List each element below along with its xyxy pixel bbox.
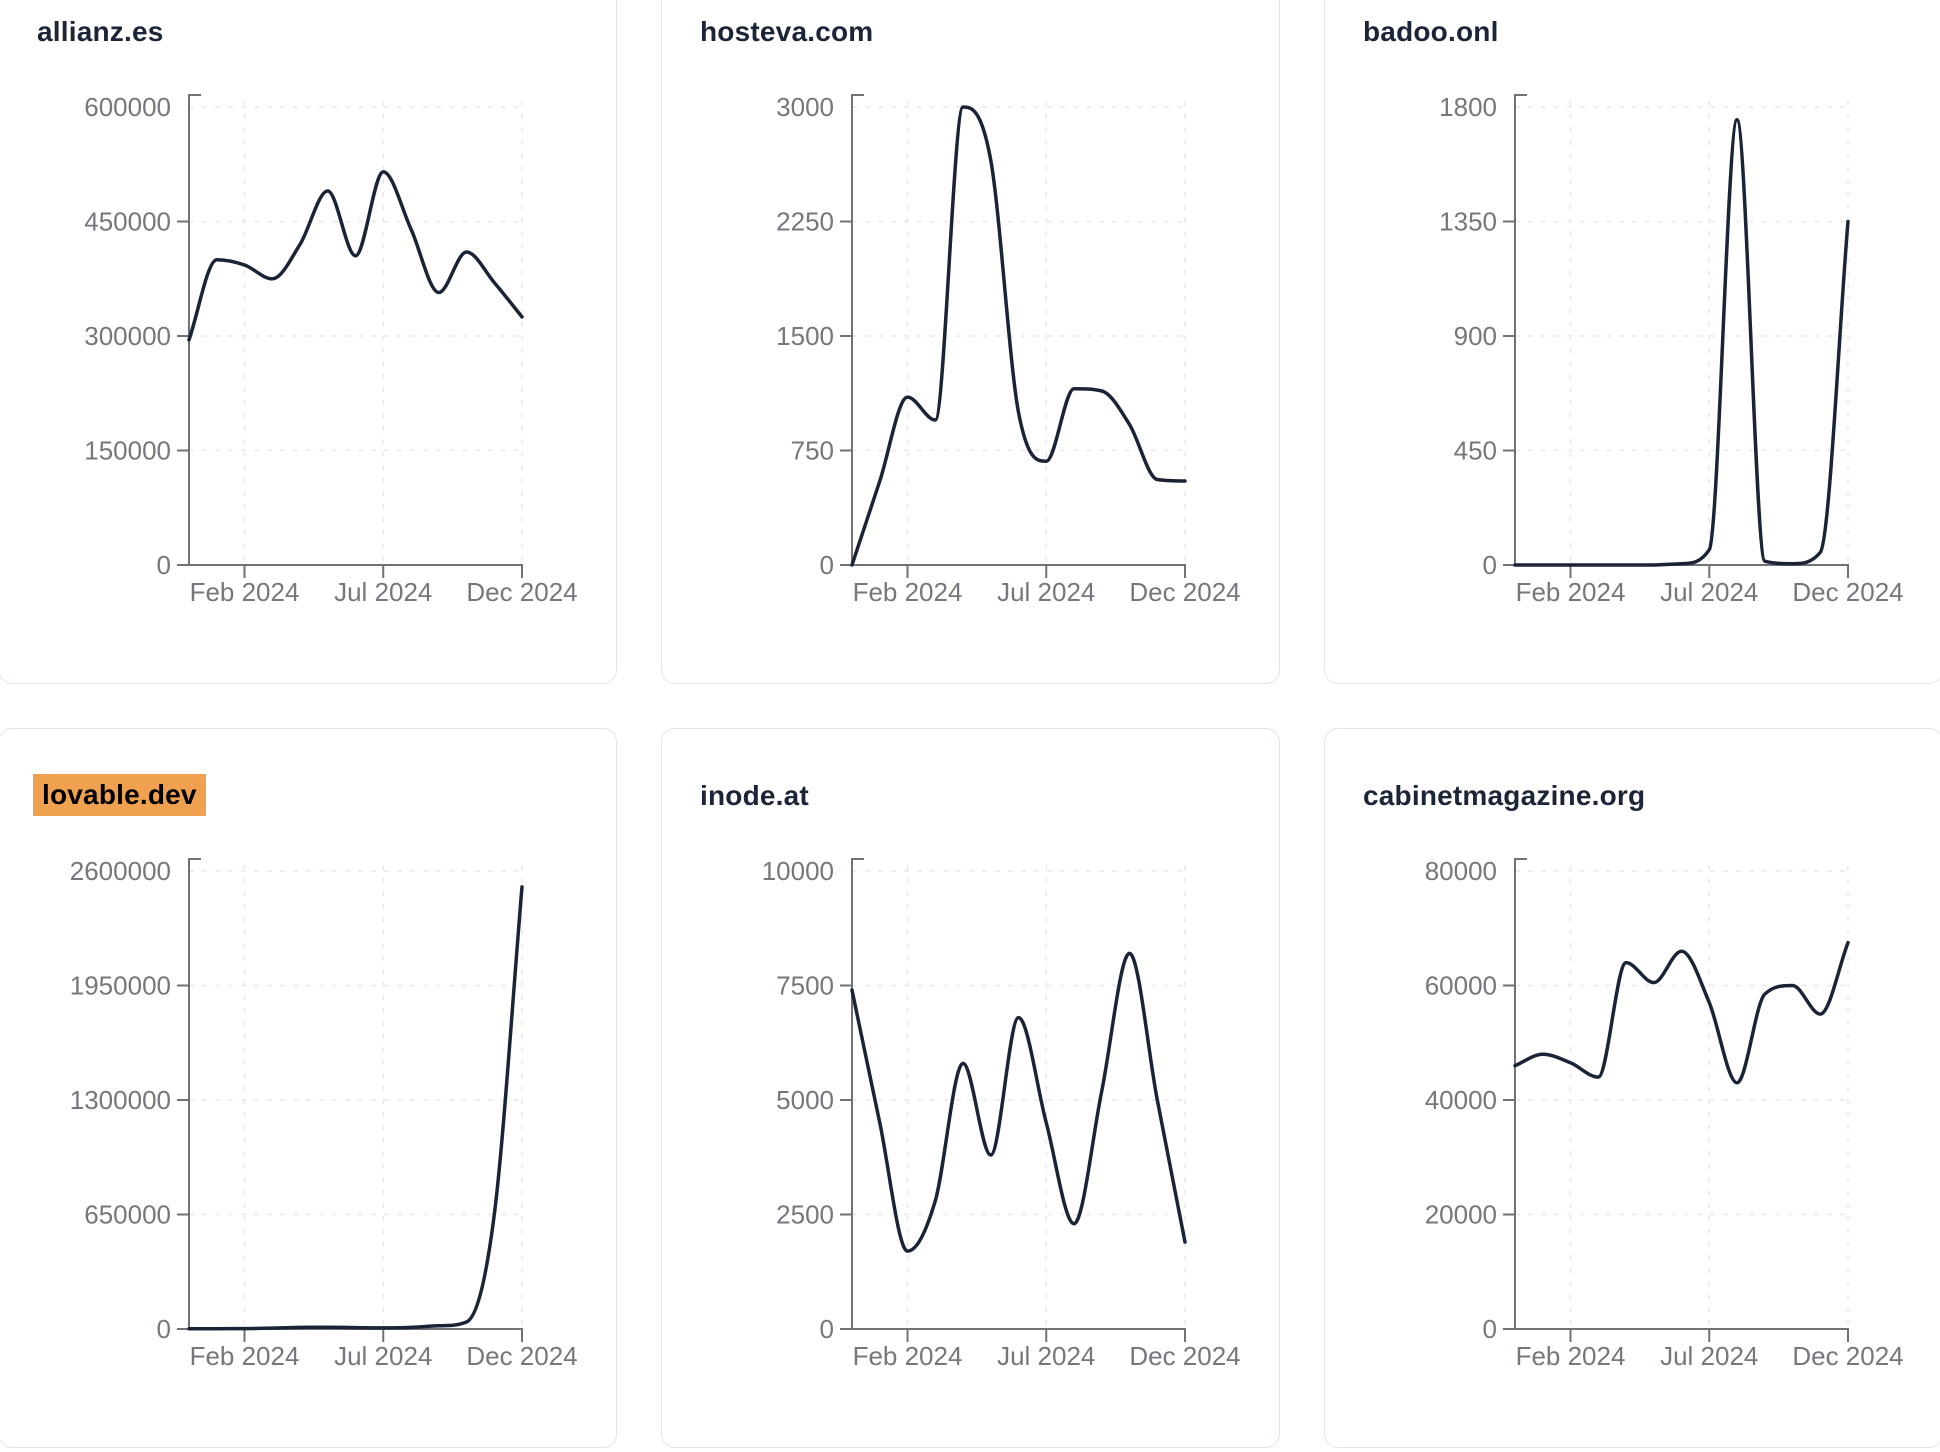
x-axis-tick-label: Feb 2024 [853,577,963,607]
x-axis-tick-label: Dec 2024 [466,1341,577,1371]
domain-title-highlighted[interactable]: lovable.dev [33,774,206,816]
y-axis-tick-label: 0 [1483,550,1497,580]
domain-title[interactable]: badoo.onl [1363,16,1499,47]
traffic-series-line [850,951,1187,1253]
y-axis-tick-label: 0 [820,1314,834,1344]
y-axis-tick-label: 0 [1483,1314,1497,1344]
y-axis-tick-label: 0 [820,550,834,580]
y-axis-tick-label: 10000 [762,856,834,886]
domain-chart-card[interactable]: hosteva.com 0 750 1500 2250 3000 Feb 2024 Jul 2… [661,0,1280,684]
axes [1503,858,1849,1342]
y-axis-tick-label: 0 [157,1314,171,1344]
axes [177,94,523,578]
y-axis-tick-label: 650000 [84,1200,171,1230]
y-axis-tick-label: 750 [791,436,834,466]
y-axis-tick-label: 1950000 [70,971,171,1001]
traffic-line-chart: 0 450 900 1350 1800 Feb 2024 Jul 2024 Dec 2024 [1439,92,1904,607]
x-axis-tick-label: Dec 2024 [466,577,577,607]
x-axis-tick-label: Jul 2024 [1660,577,1758,607]
domain-chart-card[interactable]: allianz.es 0 150000 300000 450000 600000 Feb 2… [0,0,617,684]
y-axis-tick-label: 150000 [84,436,171,466]
y-axis-tick-label: 300000 [84,321,171,351]
traffic-series-line [850,105,1187,567]
x-axis-tick-label: Dec 2024 [1129,1341,1240,1371]
traffic-series-line [187,170,524,342]
gridlines [1515,865,1849,1329]
traffic-series-line [1513,940,1850,1085]
domain-chart-card[interactable]: inode.at 0 2500 5000 7500 10000 Feb 2024 Jul 20… [661,728,1280,1448]
axes [840,94,1186,578]
y-axis-tick-label: 2250 [776,207,834,237]
domain-title[interactable]: inode.at [700,780,809,811]
y-axis-tick-label: 0 [157,550,171,580]
gridlines [1515,101,1849,565]
traffic-line-chart: 0 20000 40000 60000 80000 Feb 2024 Jul 2024 Dec… [1425,856,1904,1371]
y-axis-tick-label: 450 [1454,436,1497,466]
x-axis-tick-label: Jul 2024 [1660,1341,1758,1371]
traffic-series-line [1513,117,1850,567]
x-axis-tick-label: Jul 2024 [334,577,432,607]
y-axis-tick-label: 2600000 [70,856,171,886]
x-axis-tick-label: Dec 2024 [1129,577,1240,607]
y-axis-tick-label: 450000 [84,207,171,237]
traffic-series-line [187,885,524,1331]
y-axis-tick-label: 20000 [1425,1200,1497,1230]
x-axis-tick-label: Feb 2024 [190,577,300,607]
y-axis-tick-label: 1800 [1439,92,1497,122]
domain-title[interactable]: cabinetmagazine.org [1363,780,1646,811]
y-axis-tick-label: 1350 [1439,207,1497,237]
x-axis-tick-label: Dec 2024 [1792,1341,1903,1371]
x-axis-tick-label: Jul 2024 [997,1341,1095,1371]
domain-title[interactable]: hosteva.com [700,16,874,47]
traffic-line-chart: 0 750 1500 2250 3000 Feb 2024 Jul 2024 Dec 2024 [776,92,1241,607]
domain-title[interactable]: allianz.es [37,16,164,47]
traffic-line-chart: 0 2500 5000 7500 10000 Feb 2024 Jul 2024 Dec 20… [762,856,1241,1371]
gridlines [852,101,1186,565]
gridlines [189,865,523,1329]
y-axis-tick-label: 80000 [1425,856,1497,886]
y-axis-tick-label: 1300000 [70,1085,171,1115]
domain-chart-card[interactable]: badoo.onl 0 450 900 1350 1800 Feb 2024 Jul 2024… [1324,0,1940,684]
x-axis-tick-label: Jul 2024 [334,1341,432,1371]
gridlines [189,101,523,565]
x-axis-tick-label: Feb 2024 [853,1341,963,1371]
x-axis-tick-label: Feb 2024 [1516,1341,1626,1371]
domain-chart-card[interactable]: lovable.dev 0 650000 1300000 1950000 2600000 F… [0,728,617,1448]
y-axis-tick-label: 600000 [84,92,171,122]
y-axis-tick-label: 1500 [776,321,834,351]
y-axis-tick-label: 900 [1454,321,1497,351]
y-axis-tick-label: 7500 [776,971,834,1001]
traffic-line-chart: 0 650000 1300000 1950000 2600000 Feb 2024 Jul … [70,856,578,1371]
x-axis-tick-label: Feb 2024 [190,1341,300,1371]
axes [840,858,1186,1342]
x-axis-tick-label: Dec 2024 [1792,577,1903,607]
x-axis-tick-label: Feb 2024 [1516,577,1626,607]
y-axis-tick-label: 5000 [776,1085,834,1115]
y-axis-tick-label: 60000 [1425,971,1497,1001]
x-axis-tick-label: Jul 2024 [997,577,1095,607]
y-axis-tick-label: 3000 [776,92,834,122]
traffic-line-chart: 0 150000 300000 450000 600000 Feb 2024 Jul 202… [84,92,577,607]
y-axis-tick-label: 2500 [776,1200,834,1230]
domain-chart-card[interactable]: cabinetmagazine.org 0 20000 40000 60000 80000… [1324,728,1940,1448]
gridlines [852,865,1186,1329]
y-axis-tick-label: 40000 [1425,1085,1497,1115]
